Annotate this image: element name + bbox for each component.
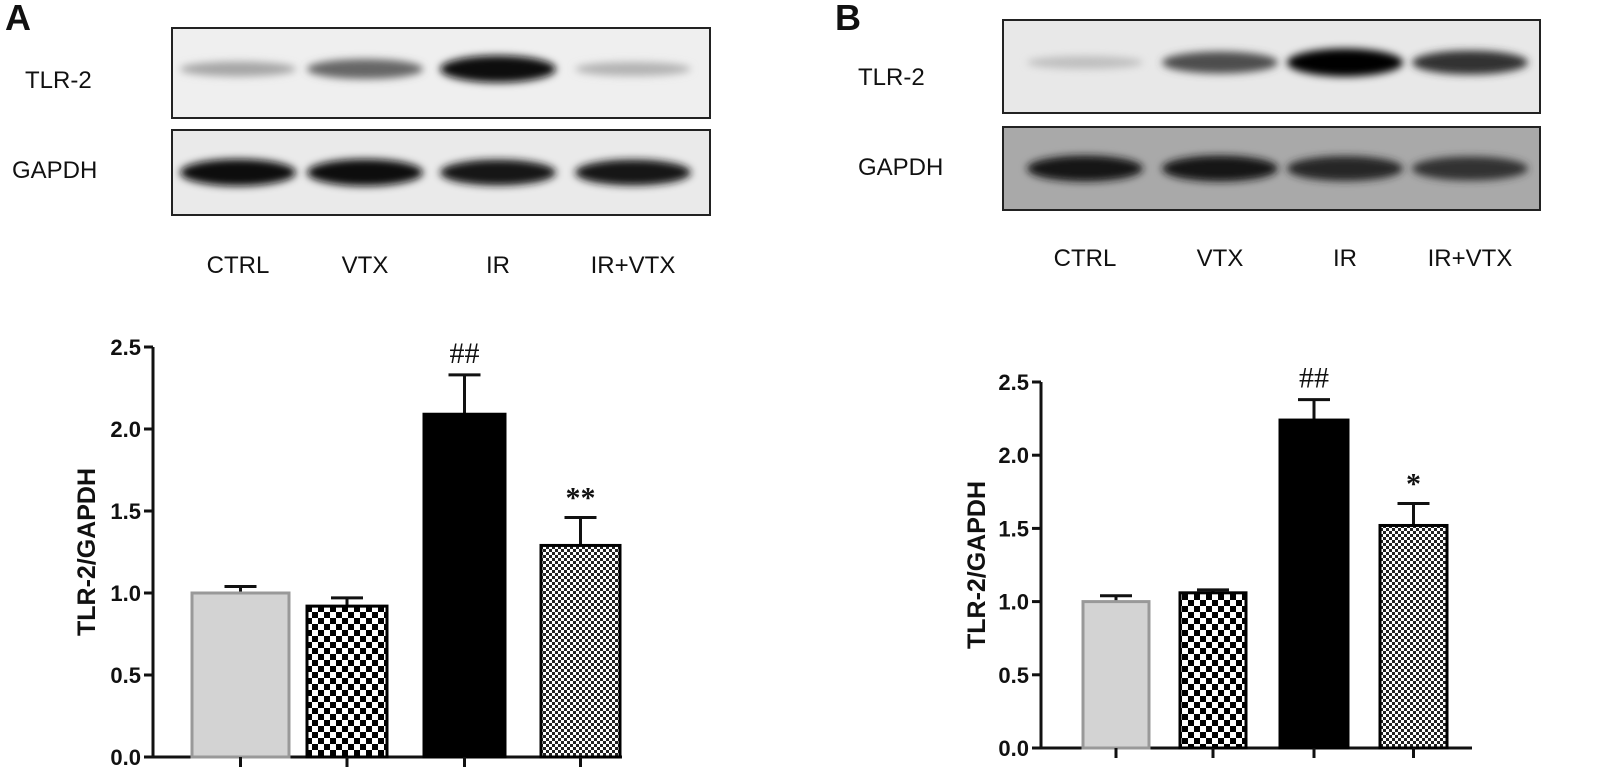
y-tick-label: 1.0 [110, 581, 141, 606]
bar-chart: 0.0 0.5 1.0 1.5 2.0 2.5 TLR-2/GAPDH ## * [963, 362, 1472, 761]
blot-band [575, 159, 691, 186]
blot-band [1287, 48, 1403, 77]
panel-letter: B [835, 0, 861, 38]
bar-vtx [305, 604, 389, 759]
blot-row-tlr-2: TLR-2 [25, 27, 711, 119]
lane-label: CTRL [1054, 245, 1117, 272]
panel-b: B TLR-2 GAPDH CTRL VTX IR IR+VTX 0.0 0.5 1.0 1.5 2.… [835, 0, 1541, 761]
blot-band [440, 159, 556, 186]
significance-label: ## [450, 337, 480, 370]
y-tick-label: 1.5 [998, 516, 1029, 541]
bar-chart: 0.0 0.5 1.0 1.5 2.0 2.5 TLR-2/GAPDH ## ** [73, 335, 622, 770]
bar-ctrl [1081, 600, 1151, 750]
y-axis-label: TLR-2/GAPDH [73, 468, 101, 636]
panel-a: A TLR-2 GAPDH CTRL VTX IR IR+VTX 0.0 0.5 1.0 1.5 2.… [5, 0, 711, 770]
significance-label: * [1406, 468, 1421, 501]
blot-band [1287, 156, 1403, 181]
significance-label: ## [1299, 362, 1329, 395]
y-tick-label: 1.0 [998, 590, 1029, 615]
lane-label: IR [486, 252, 510, 279]
blot-band [307, 59, 423, 79]
bar-ir [1278, 418, 1350, 750]
y-tick-label: 1.5 [110, 499, 141, 524]
bar-ctrl [190, 591, 291, 759]
blot-band [1412, 50, 1528, 75]
blot-band [180, 159, 296, 186]
blot-row-label: GAPDH [12, 157, 97, 184]
lane-label: CTRL [207, 252, 270, 279]
blot-band [1027, 56, 1143, 69]
y-tick-label: 0.5 [998, 663, 1029, 688]
lane-label: IR [1333, 245, 1357, 272]
blot-row-label: TLR-2 [858, 64, 925, 91]
y-tick-label: 2.0 [110, 417, 141, 442]
blot-row-label: GAPDH [858, 154, 943, 181]
lane-label: VTX [342, 252, 389, 279]
lane-label: VTX [1197, 245, 1244, 272]
significance-label: ** [566, 482, 596, 515]
bar-ir-vtx [539, 543, 622, 759]
y-tick-label: 0.5 [110, 663, 141, 688]
bar-ir-vtx [1378, 523, 1449, 750]
blot-row-gapdh: GAPDH [858, 126, 1541, 211]
y-axis-label: TLR-2/GAPDH [963, 481, 991, 649]
blot-band [1162, 155, 1278, 182]
y-tick-label: 2.5 [110, 335, 141, 360]
blot-band [440, 55, 556, 83]
bar-vtx [1178, 591, 1248, 750]
lane-label: IR+VTX [1428, 245, 1513, 272]
blot-row-gapdh: GAPDH [12, 129, 711, 216]
lane-label: IR+VTX [591, 252, 676, 279]
panel-letter: A [5, 0, 31, 38]
bar-ir [422, 412, 507, 759]
y-tick-label: 0.0 [998, 736, 1029, 761]
y-tick-label: 2.5 [998, 370, 1029, 395]
blot-row-label: TLR-2 [25, 67, 92, 94]
blot-band [180, 61, 296, 77]
blot-band [1027, 155, 1143, 182]
blot-band [1162, 51, 1278, 74]
blot-band [307, 159, 423, 186]
blot-band [1412, 156, 1528, 181]
blot-row-tlr-2: TLR-2 [858, 19, 1541, 114]
blot-band [575, 62, 691, 76]
y-tick-label: 0.0 [110, 745, 141, 770]
y-tick-label: 2.0 [998, 443, 1029, 468]
